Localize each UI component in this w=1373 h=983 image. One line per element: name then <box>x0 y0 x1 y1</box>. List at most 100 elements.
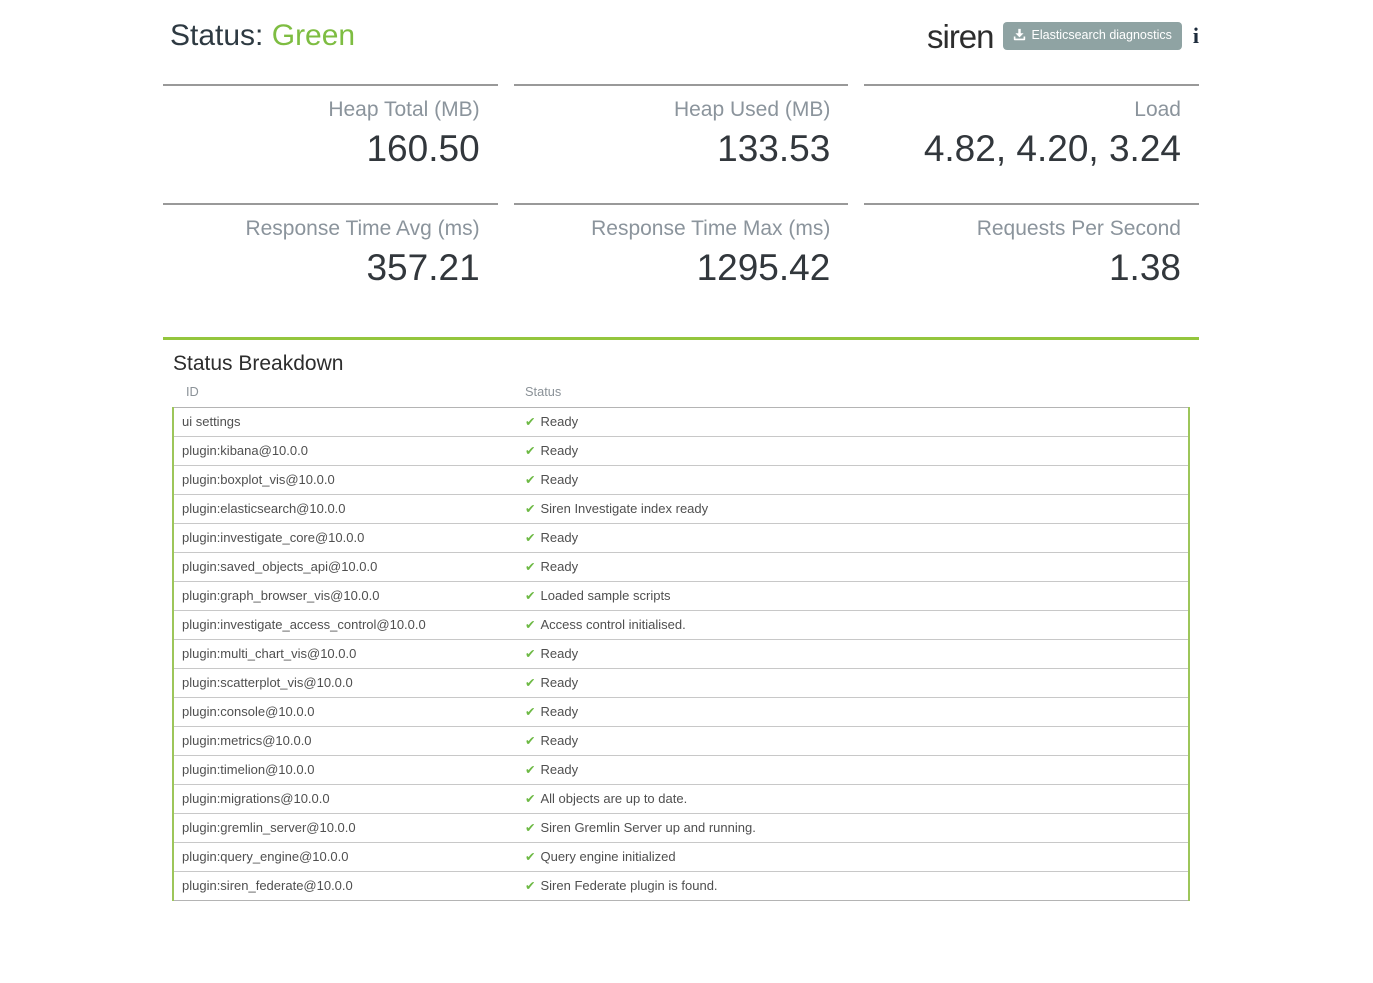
row-status: ✔ Ready <box>517 524 1189 553</box>
metric-card-heap-total: Heap Total (MB) 160.50 <box>163 84 498 201</box>
metric-label: Response Time Max (ms) <box>514 215 831 243</box>
table-row: plugin:investigate_core@10.0.0 ✔ Ready <box>173 524 1189 553</box>
status-text: Query engine initialized <box>540 849 675 864</box>
status-text: Ready <box>540 733 578 748</box>
check-icon: ✔ <box>525 792 535 806</box>
diagnostics-button-label: Elasticsearch diagnostics <box>1032 29 1172 43</box>
row-id: plugin:kibana@10.0.0 <box>173 437 517 466</box>
row-status: ✔ Siren Investigate index ready <box>517 495 1189 524</box>
table-row: plugin:elasticsearch@10.0.0✔Siren Invest… <box>173 495 1189 524</box>
status-page: Status: Green siren Elasticsearch diagno… <box>163 0 1199 901</box>
check-icon: ✔ <box>525 415 535 429</box>
metric-value: 1.38 <box>864 243 1181 293</box>
table-row: plugin:graph_browser_vis@10.0.0 ✔ Loaded s… <box>173 582 1189 611</box>
row-status: ✔ Ready <box>517 669 1189 698</box>
row-id: plugin:boxplot_vis@10.0.0 <box>173 466 517 495</box>
metrics-grid: Heap Total (MB) 160.50 Heap Used (MB) 13… <box>163 84 1199 320</box>
check-icon: ✔ <box>525 763 535 777</box>
row-status: ✔ Ready <box>517 756 1189 785</box>
status-breakdown-section: Status Breakdown ID Status ui settings✔R… <box>163 337 1199 901</box>
row-status: ✔ Query engine initialized <box>517 843 1189 872</box>
row-id: plugin:scatterplot_vis@10.0.0 <box>173 669 517 698</box>
table-row: plugin:timelion@10.0.0 ✔ Ready <box>173 756 1189 785</box>
info-icon[interactable]: i <box>1193 25 1199 47</box>
row-status: ✔ Ready <box>517 437 1189 466</box>
row-id: plugin:saved_objects_api@10.0.0 <box>173 553 517 582</box>
check-icon: ✔ <box>525 647 535 661</box>
status-text: Ready <box>540 762 578 777</box>
row-id: plugin:multi_chart_vis@10.0.0 <box>173 640 517 669</box>
check-icon: ✔ <box>525 444 535 458</box>
metric-value: 133.53 <box>514 124 831 174</box>
status-table: ID Status ui settings✔Readyplugin:kibana… <box>172 381 1190 901</box>
check-icon: ✔ <box>525 589 535 603</box>
row-id: plugin:migrations@10.0.0 <box>173 785 517 814</box>
metric-value: 357.21 <box>163 243 480 293</box>
status-text: All objects are up to date. <box>540 791 687 806</box>
metric-label: Load <box>864 96 1181 124</box>
check-icon: ✔ <box>525 531 535 545</box>
row-status: ✔ Ready <box>517 408 1189 437</box>
download-icon <box>1013 28 1026 45</box>
header-actions: siren Elasticsearch diagnostics i <box>927 20 1199 53</box>
row-status: ✔ Ready <box>517 640 1189 669</box>
check-icon: ✔ <box>525 473 535 487</box>
status-text: Loaded sample scripts <box>540 588 670 603</box>
check-icon: ✔ <box>525 850 535 864</box>
metric-value: 160.50 <box>163 124 480 174</box>
check-icon: ✔ <box>525 502 535 516</box>
metric-value: 4.82, 4.20, 3.24 <box>864 124 1181 174</box>
status-label: Status: <box>170 19 263 52</box>
status-text: Ready <box>540 443 578 458</box>
elasticsearch-diagnostics-button[interactable]: Elasticsearch diagnostics <box>1003 22 1182 51</box>
table-row: plugin:metrics@10.0.0✔Ready <box>173 727 1189 756</box>
check-icon: ✔ <box>525 879 535 893</box>
status-text: Siren Federate plugin is found. <box>540 878 717 893</box>
table-row: plugin:multi_chart_vis@10.0.0 ✔ Ready <box>173 640 1189 669</box>
row-id: plugin:investigate_core@10.0.0 <box>173 524 517 553</box>
row-status: ✔ Ready <box>517 553 1189 582</box>
status-text: Siren Gremlin Server up and running. <box>540 820 755 835</box>
status-text: Ready <box>540 559 578 574</box>
row-status: ✔ All objects are up to date. <box>517 785 1189 814</box>
status-text: Siren Investigate index ready <box>540 501 708 516</box>
metric-label: Response Time Avg (ms) <box>163 215 480 243</box>
metric-card-response-max: Response Time Max (ms) 1295.42 <box>514 203 849 320</box>
check-icon: ✔ <box>525 821 535 835</box>
table-row: plugin:saved_objects_api@10.0.0 ✔ Ready <box>173 553 1189 582</box>
status-table-body: ui settings ✔ Ready plugin:kibana@10.0.0 ✔ Re… <box>173 408 1189 901</box>
check-icon: ✔ <box>525 734 535 748</box>
metric-card-load: Load 4.82, 4.20, 3.24 <box>864 84 1199 201</box>
row-id: plugin:investigate_access_control@10.0.0 <box>173 611 517 640</box>
column-header-status: Status <box>517 381 1189 408</box>
status-text: Ready <box>540 414 578 429</box>
row-status: ✔ Ready <box>517 698 1189 727</box>
status-text: Ready <box>540 704 578 719</box>
status-text: Ready <box>540 646 578 661</box>
siren-logo: siren <box>927 20 994 53</box>
check-icon: ✔ <box>525 705 535 719</box>
status-text: Ready <box>540 675 578 690</box>
check-icon: ✔ <box>525 560 535 574</box>
status-table-header: ID Status <box>173 381 1189 408</box>
status-value: Green <box>272 19 355 52</box>
row-status: ✔ Access control initialised. <box>517 611 1189 640</box>
status-text: Access control initialised. <box>540 617 685 632</box>
row-id: plugin:console@10.0.0 <box>173 698 517 727</box>
page-title: Status: Green <box>170 19 355 53</box>
table-row: plugin:query_engine@10.0.0✔Query engine … <box>173 843 1189 872</box>
status-text: Ready <box>540 472 578 487</box>
row-id: ui settings <box>173 408 517 437</box>
metric-label: Requests Per Second <box>864 215 1181 243</box>
row-status: ✔ Ready <box>517 727 1189 756</box>
check-icon: ✔ <box>525 676 535 690</box>
row-id: plugin:timelion@10.0.0 <box>173 756 517 785</box>
row-status: ✔ Ready <box>517 466 1189 495</box>
row-id: plugin:graph_browser_vis@10.0.0 <box>173 582 517 611</box>
check-icon: ✔ <box>525 618 535 632</box>
table-row: plugin:kibana@10.0.0 ✔ Ready <box>173 437 1189 466</box>
column-header-id: ID <box>173 381 517 408</box>
status-text: Ready <box>540 530 578 545</box>
metric-card-response-avg: Response Time Avg (ms) 357.21 <box>163 203 498 320</box>
metric-value: 1295.42 <box>514 243 831 293</box>
